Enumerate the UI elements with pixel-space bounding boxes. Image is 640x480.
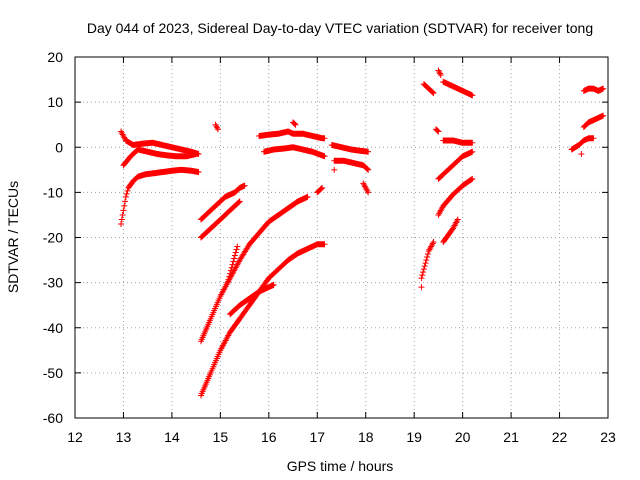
x-tick-label: 21 <box>503 429 519 445</box>
y-tick-label: 10 <box>47 94 63 110</box>
data-marks <box>118 67 607 399</box>
series-sat-v <box>435 67 444 79</box>
x-tick-label: 17 <box>309 429 325 445</box>
series-sat-t <box>418 284 425 291</box>
series-sat-g <box>197 193 311 345</box>
y-tick-label: -30 <box>43 275 63 291</box>
series-sat-x <box>432 126 442 135</box>
tick-labels: 12 13 14 15 16 17 18 19 20 21 22 23 -60 -50 -40 -30 -20 -… <box>43 49 616 445</box>
y-tick-label: -20 <box>43 230 63 246</box>
series-sat-o <box>328 141 372 155</box>
x-tick-label: 12 <box>67 429 83 445</box>
x-tick-label: 13 <box>116 429 132 445</box>
x-tick-label: 19 <box>406 429 422 445</box>
y-tick-label: 0 <box>55 139 63 155</box>
series-sat-j <box>227 281 277 318</box>
series-sat-e <box>197 198 243 241</box>
series-sat-h <box>197 241 328 399</box>
series-sat-y <box>440 137 476 146</box>
series-sat-p <box>331 157 372 173</box>
plot-frame <box>74 56 609 419</box>
series-sat-c <box>118 166 202 227</box>
series-sat-n <box>314 184 326 196</box>
series-sat-ac <box>568 135 597 153</box>
x-tick-label: 20 <box>455 429 471 445</box>
y-tick-label: -60 <box>43 410 63 426</box>
x-tick-label: 18 <box>358 429 374 445</box>
series-sat-aa <box>435 175 476 218</box>
series-sat-ab <box>440 216 461 246</box>
y-axis-label: SDTVAR / TECUs <box>5 181 21 293</box>
axis-ticks <box>74 56 609 419</box>
grid <box>75 57 608 418</box>
x-tick-label: 23 <box>600 429 616 445</box>
x-tick-label: 16 <box>261 429 277 445</box>
series-sat-i <box>224 243 241 286</box>
y-tick-label: -50 <box>43 365 63 381</box>
series-sat-k <box>256 128 328 142</box>
series-sat-w <box>440 78 476 99</box>
series-sat-d <box>197 182 248 223</box>
series-sat-m <box>290 119 299 128</box>
series-sat-z <box>435 148 476 182</box>
y-tick-label: -10 <box>43 184 63 200</box>
series-sat-l <box>260 144 328 160</box>
x-tick-label: 14 <box>164 429 180 445</box>
series-sat-af <box>578 151 585 158</box>
series-sat-b <box>120 146 200 169</box>
x-tick-label: 15 <box>213 429 229 445</box>
series-sat-q <box>360 180 372 196</box>
series-sat-u <box>420 81 437 97</box>
series-sat-f <box>212 121 221 133</box>
x-tick-label: 22 <box>552 429 568 445</box>
series-sat-s <box>418 239 437 282</box>
x-axis-label: GPS time / hours <box>287 458 394 474</box>
series-sat-ad <box>580 112 607 130</box>
y-tick-label: -40 <box>43 320 63 336</box>
series-sat-a <box>118 128 202 158</box>
y-tick-label: 20 <box>47 49 63 65</box>
series-sat-r <box>331 166 338 173</box>
chart-title: Day 044 of 2023, Sidereal Day-to-day VTE… <box>87 20 593 36</box>
series-sat-ae <box>580 85 607 94</box>
